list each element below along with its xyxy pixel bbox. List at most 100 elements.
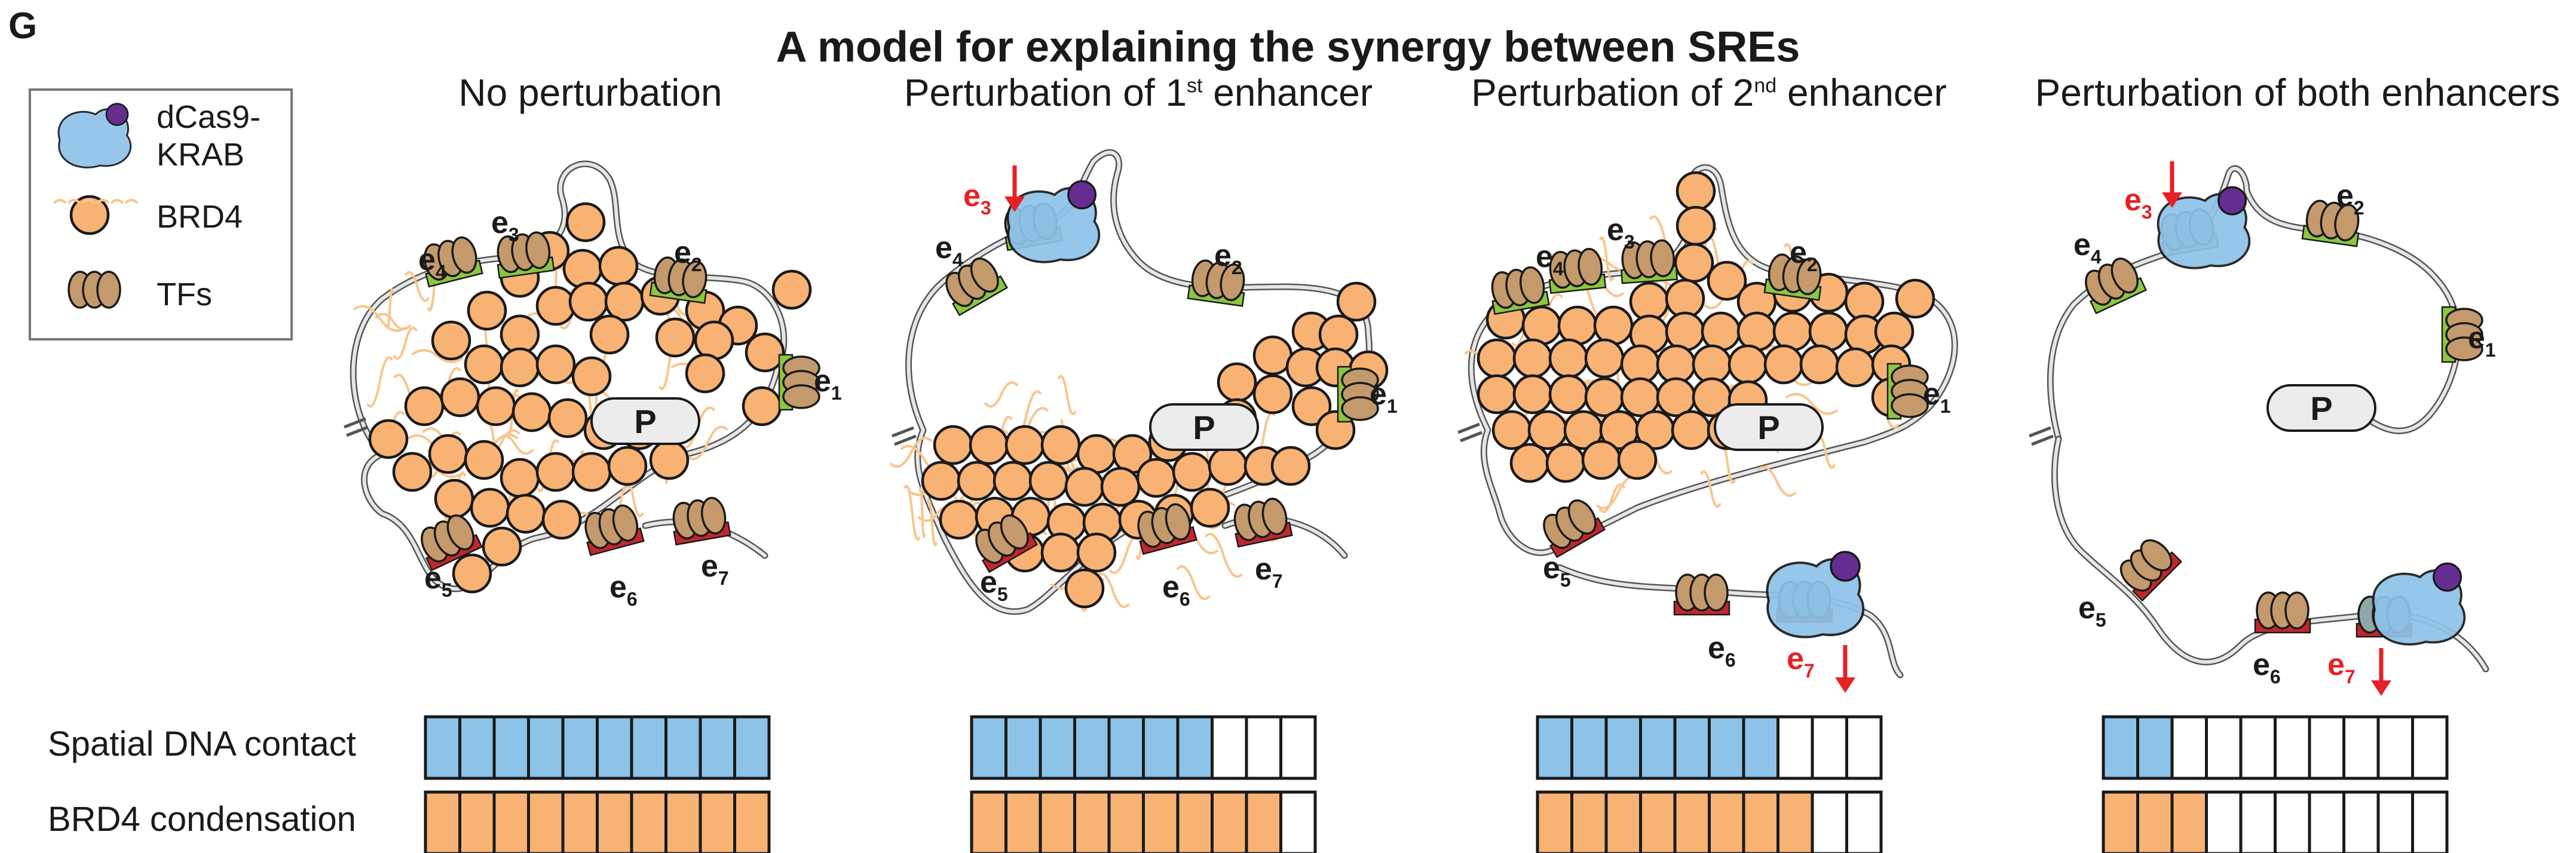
down-arrow-icon xyxy=(1004,165,1025,212)
level-cell xyxy=(1004,715,1042,780)
col2-e1: e1 xyxy=(1370,377,1398,417)
col4-e1: e1 xyxy=(2468,321,2496,361)
brd4-circle-icon xyxy=(1076,532,1117,573)
brd4-circle-icon xyxy=(1318,314,1359,355)
level-cell xyxy=(1845,715,1883,780)
brd4-circle-icon xyxy=(535,452,576,492)
level-cell xyxy=(1211,715,1248,780)
krab-domain-icon xyxy=(1067,180,1097,210)
level-bar-spatial-contact-col2 xyxy=(970,715,1317,780)
brd4-circle-icon xyxy=(1477,374,1517,415)
level-cell xyxy=(970,790,1007,853)
brd4-circle-icon xyxy=(1252,374,1293,415)
level-cell xyxy=(1639,790,1677,853)
level-cell xyxy=(1176,790,1214,853)
krab-domain-icon xyxy=(105,103,129,126)
brd4-circle-icon xyxy=(1136,458,1177,498)
level-cell xyxy=(699,790,736,853)
brd4-circle-icon xyxy=(1895,278,1935,319)
brd4-circle-icon xyxy=(368,419,409,459)
level-bar-spatial-contact-col1 xyxy=(424,715,771,780)
legend-icons xyxy=(53,103,139,309)
enhancer-element xyxy=(2301,200,2360,247)
level-cell xyxy=(1142,790,1180,853)
promoter: P xyxy=(2266,384,2376,432)
col2-e5: e5 xyxy=(980,565,1008,605)
level-cell xyxy=(596,715,633,780)
brd4-wisp xyxy=(353,305,406,332)
brd4-circle-icon xyxy=(1040,425,1081,465)
dcas9-krab-icon xyxy=(2157,186,2251,269)
enhancer-element xyxy=(584,504,645,557)
level-cell xyxy=(2411,715,2449,780)
level-bar-brd4-condensation-col3 xyxy=(1536,790,1883,853)
legend-wisp xyxy=(124,199,139,204)
brd4-circle-icon xyxy=(464,344,504,385)
level-cell xyxy=(1639,715,1677,780)
level-cell xyxy=(1176,715,1214,780)
brd4-circle-icon xyxy=(470,487,510,528)
legend-tfs-label: TFs xyxy=(157,277,212,312)
brd4-circle-icon xyxy=(1799,344,1840,385)
legend-wisp xyxy=(53,199,67,204)
brd4-circle-icon xyxy=(1336,281,1377,322)
col1-e1: e1 xyxy=(814,364,842,404)
brd4-circle-icon xyxy=(1707,260,1747,301)
brd4-circle-icon xyxy=(434,478,474,519)
level-cell xyxy=(1107,790,1145,853)
brd4-circle-icon xyxy=(1190,487,1230,528)
brd4-circle-icon xyxy=(649,440,690,480)
level-cell xyxy=(1039,715,1076,780)
brd4-circle-icon xyxy=(1252,335,1293,376)
enhancer-element xyxy=(1886,363,1929,420)
brd4-wisp xyxy=(918,487,926,538)
level-cell xyxy=(630,790,667,853)
level-cell xyxy=(1845,790,1883,853)
level-cell xyxy=(1570,790,1608,853)
col1-e7: e7 xyxy=(701,549,729,589)
brd4-circle-icon xyxy=(1064,568,1105,609)
enhancer-element xyxy=(649,256,707,304)
level-cell xyxy=(1211,790,1248,853)
level-cell xyxy=(1073,790,1111,853)
level-cell xyxy=(1811,790,1848,853)
brd4-circle-icon xyxy=(1763,344,1804,385)
brd4-circle-icon xyxy=(1477,338,1517,379)
promoter: P xyxy=(590,397,700,445)
enhancer-element xyxy=(1673,573,1730,616)
brd4-circle-icon xyxy=(1701,311,1741,352)
down-arrow-icon xyxy=(2162,161,2182,208)
level-cell xyxy=(1142,715,1180,780)
enhancer-element xyxy=(778,354,820,411)
level-cell xyxy=(2205,790,2243,853)
brd4-wisp xyxy=(375,312,412,330)
enhancer-element xyxy=(1621,239,1678,284)
level-cell xyxy=(1742,790,1779,853)
brd4-circle-icon xyxy=(607,446,648,486)
brd4-circle-icon xyxy=(957,461,997,501)
brd4-circle-icon xyxy=(1665,311,1705,352)
level-bar-brd4-condensation-col4 xyxy=(2102,790,2449,853)
brd4-circle-icon xyxy=(547,398,588,438)
col3-e2: e2 xyxy=(1790,235,1818,275)
enhancer-element xyxy=(1187,259,1245,307)
brd4-circle-icon xyxy=(1692,344,1732,385)
dcas9-krab-icon xyxy=(1766,551,1865,639)
brd4-circle-icon xyxy=(535,344,576,385)
col3-e3: e3 xyxy=(1607,213,1635,253)
brd4-circle-icon xyxy=(565,202,606,243)
level-cell xyxy=(1107,715,1145,780)
brd4-circle-icon xyxy=(933,425,973,465)
brd4-circle-icon xyxy=(571,356,612,397)
brd4-wisp xyxy=(1096,572,1130,608)
brd4-circle-icon xyxy=(598,246,639,286)
krab-domain-icon xyxy=(2433,562,2462,592)
brd4-wisp xyxy=(393,326,418,360)
level-cell xyxy=(2274,790,2311,853)
level-cell xyxy=(2102,790,2139,853)
enhancer-element xyxy=(975,514,1039,573)
brd4-wisp xyxy=(1058,375,1077,416)
level-cell xyxy=(1673,715,1711,780)
brd4-circle-icon xyxy=(1656,344,1696,385)
col4-e6: e6 xyxy=(2253,648,2281,688)
